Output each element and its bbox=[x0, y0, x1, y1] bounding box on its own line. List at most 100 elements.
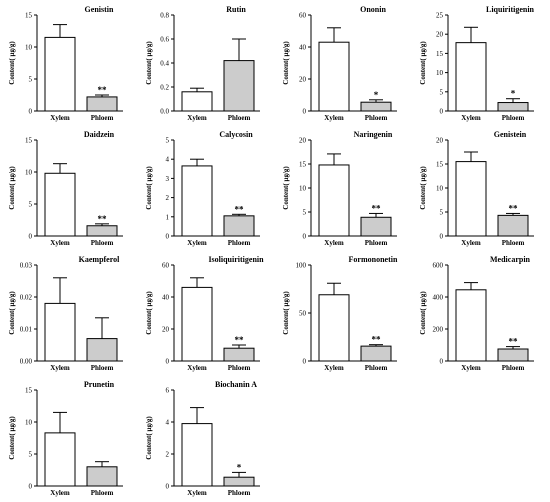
significance-marker: ** bbox=[235, 204, 245, 214]
y-axis-label: Content( μg/g) bbox=[145, 416, 153, 460]
y-tick-label: 40 bbox=[299, 44, 307, 52]
chart-title: Naringenin bbox=[354, 130, 393, 139]
chart-panel-3: Ononin Content( μg/g) 0 20 40 60 Xylem * Phloem bbox=[274, 0, 411, 125]
x-category-label: Phloem bbox=[365, 239, 388, 247]
y-tick-label: 60 bbox=[299, 12, 307, 20]
y-tick-label: 10 bbox=[25, 419, 33, 427]
y-tick-label: 6 bbox=[166, 387, 170, 395]
chart-svg: Prunetin Content( μg/g) 0 5 10 15 Xylem Phloem bbox=[8, 380, 123, 497]
significance-marker: * bbox=[374, 90, 379, 100]
x-category-label: Phloem bbox=[91, 489, 114, 497]
y-tick-label: 60 bbox=[162, 262, 170, 270]
x-category-label: Xylem bbox=[324, 364, 344, 372]
y-tick-label: 5 bbox=[440, 209, 444, 217]
chart-title: Genistein bbox=[494, 130, 527, 139]
chart-svg: Medicarpin Content( μg/g) 0 200 400 600 Xylem *… bbox=[419, 255, 534, 372]
bar-xylem bbox=[455, 161, 487, 237]
bar-xylem bbox=[181, 423, 213, 487]
chart-title: Calycosin bbox=[219, 130, 253, 139]
y-axis-label: Content( μg/g) bbox=[145, 166, 153, 210]
chart-panel-7: Naringenin Content( μg/g) 0 5 10 15 20 Xylem ** P… bbox=[274, 125, 411, 250]
bar-phloem bbox=[86, 225, 118, 237]
chart-svg: Kaempferol Content( μg/g) 0.00 0.01 0.02 0.03… bbox=[8, 255, 123, 372]
x-category-label: Xylem bbox=[187, 489, 207, 497]
chart-panel-5: Daidzein Content( μg/g) 0 5 10 15 Xylem ** Phloe… bbox=[0, 125, 137, 250]
y-tick-label: 0 bbox=[166, 233, 170, 241]
chart-panel-4: Liquiritigenin Content( μg/g) 0 5 10 15 20 25 Xy… bbox=[411, 0, 548, 125]
bar-xylem bbox=[181, 91, 213, 112]
y-tick-label: 1 bbox=[166, 213, 170, 221]
bar-xylem bbox=[44, 432, 76, 487]
y-tick-label: 20 bbox=[299, 137, 307, 145]
bar-xylem bbox=[455, 42, 487, 112]
chart-title: Formononetin bbox=[349, 255, 398, 264]
y-tick-label: 5 bbox=[166, 137, 170, 145]
significance-marker: * bbox=[511, 89, 516, 99]
y-tick-label: 10 bbox=[436, 185, 444, 193]
x-category-label: Phloem bbox=[365, 364, 388, 372]
bar-xylem bbox=[44, 36, 76, 112]
y-tick-label: 0 bbox=[166, 483, 170, 491]
y-tick-label: 5 bbox=[440, 88, 444, 96]
y-tick-label: 0 bbox=[29, 233, 33, 241]
y-tick-label: 0 bbox=[303, 108, 307, 116]
y-axis-label: Content( μg/g) bbox=[419, 166, 427, 210]
y-axis-label: Content( μg/g) bbox=[8, 291, 16, 335]
chart-svg: Naringenin Content( μg/g) 0 5 10 15 20 Xylem ** P… bbox=[282, 130, 397, 247]
x-category-label: Phloem bbox=[502, 239, 525, 247]
chart-svg: Biochanin A Content( μg/g) 0 2 4 6 Xylem * Phloe… bbox=[145, 380, 260, 497]
y-tick-label: 200 bbox=[433, 326, 444, 334]
y-tick-label: 0 bbox=[303, 233, 307, 241]
bar-xylem bbox=[318, 41, 350, 112]
bar-phloem bbox=[223, 60, 255, 112]
bar-phloem bbox=[223, 215, 255, 237]
y-tick-label: 15 bbox=[25, 137, 33, 145]
y-axis-label: Content( μg/g) bbox=[8, 166, 16, 210]
y-tick-label: 5 bbox=[29, 451, 33, 459]
y-tick-label: 20 bbox=[436, 31, 444, 39]
y-tick-label: 0 bbox=[440, 108, 444, 116]
chart-svg: Genistin Content( μg/g) 0 5 10 15 Xylem ** Phloe… bbox=[8, 5, 123, 122]
bar-phloem bbox=[86, 96, 118, 112]
y-tick-label: 20 bbox=[436, 137, 444, 145]
y-tick-label: 2 bbox=[166, 194, 170, 202]
significance-marker: ** bbox=[98, 214, 108, 224]
chart-title: Medicarpin bbox=[490, 255, 531, 264]
chart-panel-12: Medicarpin Content( μg/g) 0 200 400 600 Xylem *… bbox=[411, 250, 548, 375]
chart-panel-1: Genistin Content( μg/g) 0 5 10 15 Xylem ** Phloe… bbox=[0, 0, 137, 125]
y-tick-label: 5 bbox=[29, 76, 33, 84]
y-tick-label: 600 bbox=[433, 262, 444, 270]
chart-title: Daidzein bbox=[84, 130, 115, 139]
y-tick-label: 15 bbox=[436, 161, 444, 169]
x-category-label: Xylem bbox=[50, 239, 70, 247]
chart-svg: Daidzein Content( μg/g) 0 5 10 15 Xylem ** Phloe… bbox=[8, 130, 123, 247]
x-category-label: Xylem bbox=[50, 489, 70, 497]
chart-svg: Rutin Content( μg/g) 0.0 0.2 0.4 0.6 0.8 Xylem P… bbox=[145, 5, 260, 122]
x-category-label: Xylem bbox=[187, 114, 207, 122]
bar-phloem bbox=[360, 345, 392, 362]
y-tick-label: 10 bbox=[299, 185, 307, 193]
x-category-label: Xylem bbox=[324, 114, 344, 122]
y-tick-label: 4 bbox=[166, 419, 170, 427]
chart-svg: Liquiritigenin Content( μg/g) 0 5 10 15 20 25 Xy… bbox=[419, 5, 535, 122]
y-tick-label: 0.2 bbox=[160, 84, 169, 92]
chart-title: Kaempferol bbox=[79, 255, 121, 264]
x-category-label: Phloem bbox=[228, 114, 251, 122]
y-tick-label: 100 bbox=[296, 262, 307, 270]
y-axis-label: Content( μg/g) bbox=[419, 291, 427, 335]
chart-title: Genistin bbox=[85, 5, 114, 14]
bar-xylem bbox=[318, 294, 350, 362]
y-tick-label: 10 bbox=[436, 69, 444, 77]
chart-title: Ononin bbox=[360, 5, 386, 14]
chart-panel-6: Calycosin Content( μg/g) 0 1 2 3 4 5 Xylem ** Phlo… bbox=[137, 125, 274, 250]
y-tick-label: 20 bbox=[162, 326, 170, 334]
y-tick-label: 0.00 bbox=[20, 358, 33, 366]
significance-marker: ** bbox=[509, 203, 519, 213]
y-tick-label: 0 bbox=[440, 358, 444, 366]
y-tick-label: 10 bbox=[25, 44, 33, 52]
y-tick-label: 0 bbox=[29, 483, 33, 491]
bar-phloem bbox=[86, 338, 118, 362]
bar-xylem bbox=[181, 165, 213, 237]
y-axis-label: Content( μg/g) bbox=[8, 416, 16, 460]
